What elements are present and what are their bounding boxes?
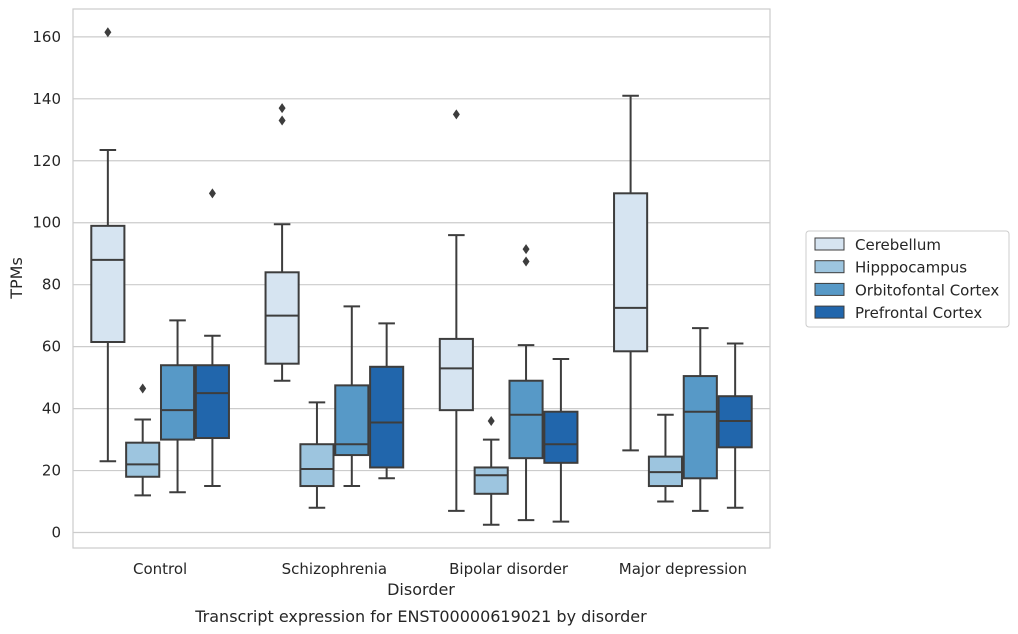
outlier-point	[278, 115, 286, 126]
legend-label: Orbitofontal Cortex	[855, 281, 999, 299]
legend: Cerebellum Hipppocampus Orbitofontal Corte…	[805, 230, 1010, 328]
x-axis-title: Disorder	[387, 580, 455, 599]
box	[369, 365, 405, 469]
box	[194, 364, 230, 440]
box	[90, 224, 126, 344]
box-series	[90, 27, 753, 526]
box	[508, 379, 544, 460]
legend-label: Hipppocampus	[855, 259, 967, 277]
legend-swatch	[814, 282, 845, 296]
x-axis-ticks: Control Schizophrenia Bipolar disorder Majo…	[133, 560, 747, 578]
box	[543, 410, 579, 464]
y-tick-label: 0	[51, 524, 61, 542]
outlier-point	[487, 415, 495, 426]
y-tick-label: 40	[42, 400, 61, 418]
y-tick-label: 160	[32, 28, 61, 46]
y-tick-label: 140	[32, 90, 61, 108]
outlier-point	[208, 188, 216, 199]
box	[438, 337, 474, 412]
chart-caption: Transcript expression for ENST0000061902…	[194, 607, 647, 626]
legend-label: Prefrontal Cortex	[855, 304, 982, 322]
box	[682, 375, 718, 480]
outlier-point	[452, 109, 460, 120]
legend-swatch	[814, 305, 845, 319]
legend-swatch	[814, 260, 845, 274]
x-tick-label: Schizophrenia	[282, 560, 387, 578]
box	[299, 443, 335, 488]
legend-swatch	[814, 237, 845, 251]
y-axis-title: TPMs	[7, 257, 26, 300]
y-tick-label: 20	[42, 462, 61, 480]
box	[473, 466, 509, 495]
outlier-point	[104, 27, 112, 38]
y-axis-ticks: 0 20 40 60 80 100 120 140 160	[32, 28, 61, 542]
outlier-point	[522, 256, 530, 267]
outlier-point	[139, 383, 147, 394]
box	[613, 192, 649, 353]
x-tick-label: Control	[133, 560, 187, 578]
y-tick-label: 100	[32, 214, 61, 232]
box	[125, 441, 161, 478]
legend-frame	[805, 230, 1010, 328]
legend-label: Cerebellum	[855, 236, 941, 254]
y-tick-label: 120	[32, 152, 61, 170]
outlier-point	[278, 103, 286, 114]
x-tick-label: Major depression	[619, 560, 747, 578]
box	[159, 364, 196, 441]
outlier-point	[522, 244, 530, 255]
plot-frame	[72, 8, 771, 549]
box	[264, 271, 300, 365]
x-tick-label: Bipolar disorder	[449, 560, 569, 578]
y-tick-label: 60	[42, 338, 61, 356]
y-tick-label: 80	[42, 276, 61, 294]
